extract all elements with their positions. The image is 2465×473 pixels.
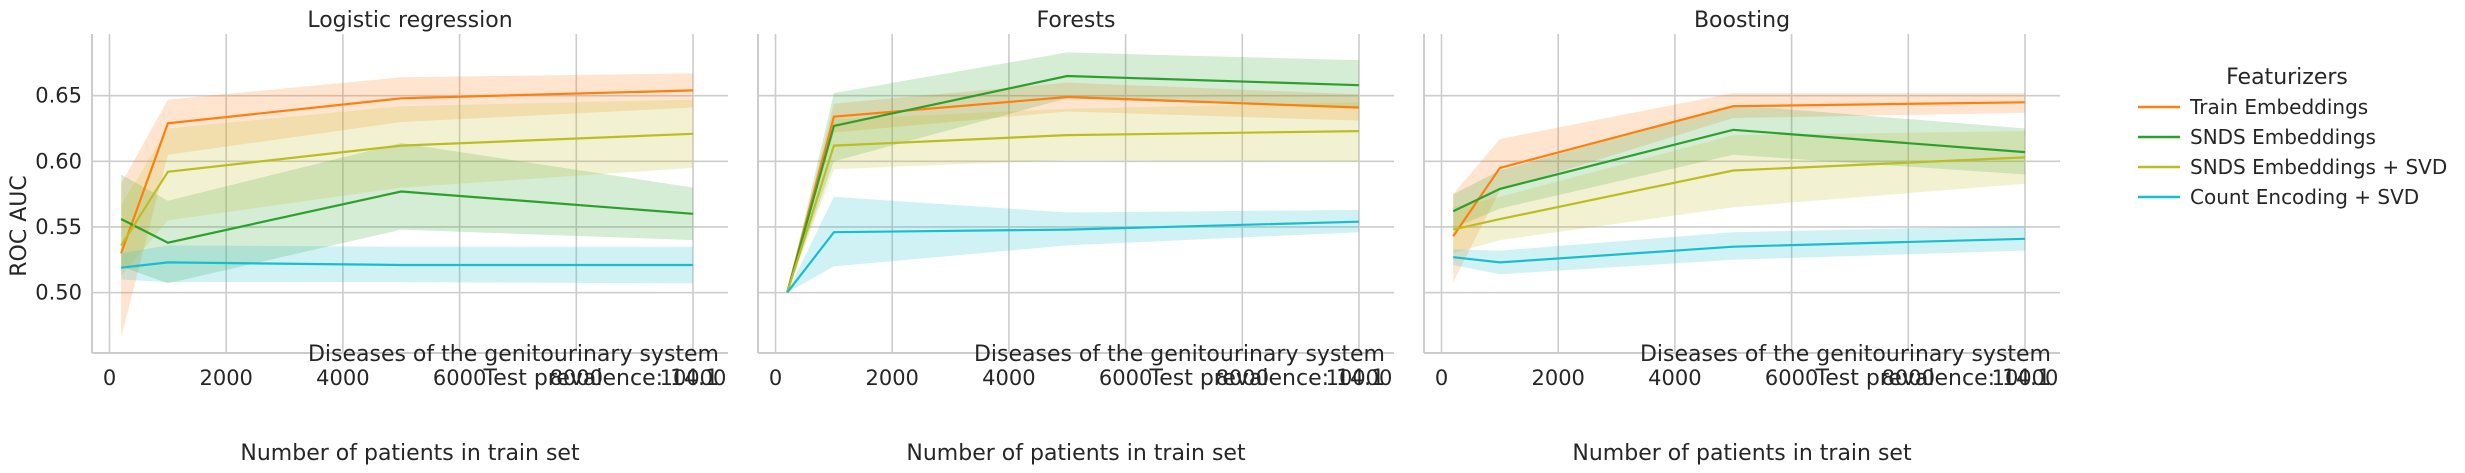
legend-label: SNDS Embeddings + SVD bbox=[2190, 155, 2447, 179]
ci-band bbox=[787, 52, 1359, 293]
ci-band bbox=[121, 73, 693, 338]
x-tick-label: 8000 bbox=[550, 366, 603, 390]
panel-annotation-line: Diseases of the genitourinary system bbox=[1640, 342, 2051, 367]
y-tick-label: 0.60 bbox=[35, 149, 82, 173]
series-line bbox=[1452, 156, 2026, 231]
ci-band bbox=[787, 82, 1359, 293]
x-tick-label: 2000 bbox=[1531, 366, 1584, 390]
series-line bbox=[120, 190, 694, 244]
x-tick-label: 6000 bbox=[1765, 366, 1818, 390]
series-line bbox=[120, 132, 694, 246]
legend-item: SNDS Embeddings bbox=[2138, 125, 2376, 149]
ci-band bbox=[1453, 131, 2025, 254]
panel-1: Forests 0 2000 4000 6000 8000 10000 Number of p… bbox=[757, 8, 1394, 466]
legend-item: Count Encoding + SVD bbox=[2138, 185, 2419, 209]
x-axis-label: Number of patients in train set bbox=[906, 441, 1246, 466]
y-tick-label: 0.65 bbox=[35, 84, 82, 108]
legend-label: Count Encoding + SVD bbox=[2190, 185, 2419, 209]
legend-label: Train Embeddings bbox=[2189, 95, 2368, 119]
legend-title: Featurizers bbox=[2226, 65, 2348, 90]
panel-title: Logistic regression bbox=[307, 8, 512, 33]
panel-annotation-line: Test prevalence: 14.1 bbox=[1149, 366, 1386, 391]
y-tick-label: 0.55 bbox=[35, 215, 82, 239]
legend-item: Train Embeddings bbox=[2138, 95, 2368, 119]
x-tick-label: 4000 bbox=[1648, 366, 1701, 390]
y-tick-label: 0.50 bbox=[35, 281, 82, 305]
x-tick-label: 8000 bbox=[1216, 366, 1269, 390]
x-tick-label: 0 bbox=[1435, 366, 1448, 390]
x-axis-label: Number of patients in train set bbox=[240, 441, 580, 466]
ci-band bbox=[787, 102, 1359, 293]
series-line bbox=[1453, 237, 2026, 264]
x-tick-label: 10000 bbox=[660, 366, 727, 390]
legend-label: SNDS Embeddings bbox=[2190, 125, 2376, 149]
series-line bbox=[786, 130, 1360, 293]
x-axis-label: Number of patients in train set bbox=[1572, 441, 1912, 466]
series-line bbox=[120, 89, 694, 254]
series-line bbox=[786, 74, 1360, 293]
panel-title: Forests bbox=[1037, 8, 1116, 33]
x-tick-label: 10000 bbox=[1992, 366, 2059, 390]
x-tick-label: 6000 bbox=[1099, 366, 1152, 390]
series-line bbox=[786, 95, 1360, 293]
ci-band bbox=[1453, 225, 2025, 275]
ci-band bbox=[121, 99, 693, 276]
x-tick-label: 4000 bbox=[316, 366, 369, 390]
panel-annotation-line: Diseases of the genitourinary system bbox=[974, 342, 1385, 367]
x-tick-label: 10000 bbox=[1326, 366, 1393, 390]
legend: Featurizers Train Embeddings SNDS Embeddin… bbox=[2138, 65, 2447, 209]
panels: Logistic regression 0 2000 4000 6000 8000 1000… bbox=[35, 8, 2060, 466]
ci-band bbox=[1453, 104, 2025, 229]
ci-band bbox=[1453, 93, 2025, 283]
panel-annotation-line: Diseases of the genitourinary system bbox=[308, 342, 719, 367]
x-tick-label: 0 bbox=[103, 366, 116, 390]
x-tick-label: 4000 bbox=[982, 366, 1035, 390]
series-line bbox=[786, 220, 1360, 294]
legend-item: SNDS Embeddings + SVD bbox=[2138, 155, 2447, 179]
series-line bbox=[1452, 101, 2026, 237]
x-tick-label: 6000 bbox=[433, 366, 486, 390]
panel-0: Logistic regression 0 2000 4000 6000 8000 1000… bbox=[35, 8, 728, 466]
panel-title: Boosting bbox=[1694, 8, 1790, 33]
panel-2: Boosting 0 2000 4000 6000 8000 10000 Number of … bbox=[1423, 8, 2060, 466]
ci-band bbox=[787, 196, 1359, 293]
ci-band bbox=[121, 143, 693, 284]
series-line bbox=[1452, 128, 2026, 213]
y-axis-label: ROC AUC bbox=[7, 175, 32, 276]
x-tick-label: 8000 bbox=[1882, 366, 1935, 390]
x-tick-label: 2000 bbox=[865, 366, 918, 390]
panel-annotation-line: Test prevalence: 14.1 bbox=[1815, 366, 2052, 391]
x-tick-label: 2000 bbox=[199, 366, 252, 390]
x-tick-label: 0 bbox=[769, 366, 782, 390]
panel-annotation-line: Test prevalence: 14.1 bbox=[483, 366, 720, 391]
series-line bbox=[121, 261, 693, 269]
